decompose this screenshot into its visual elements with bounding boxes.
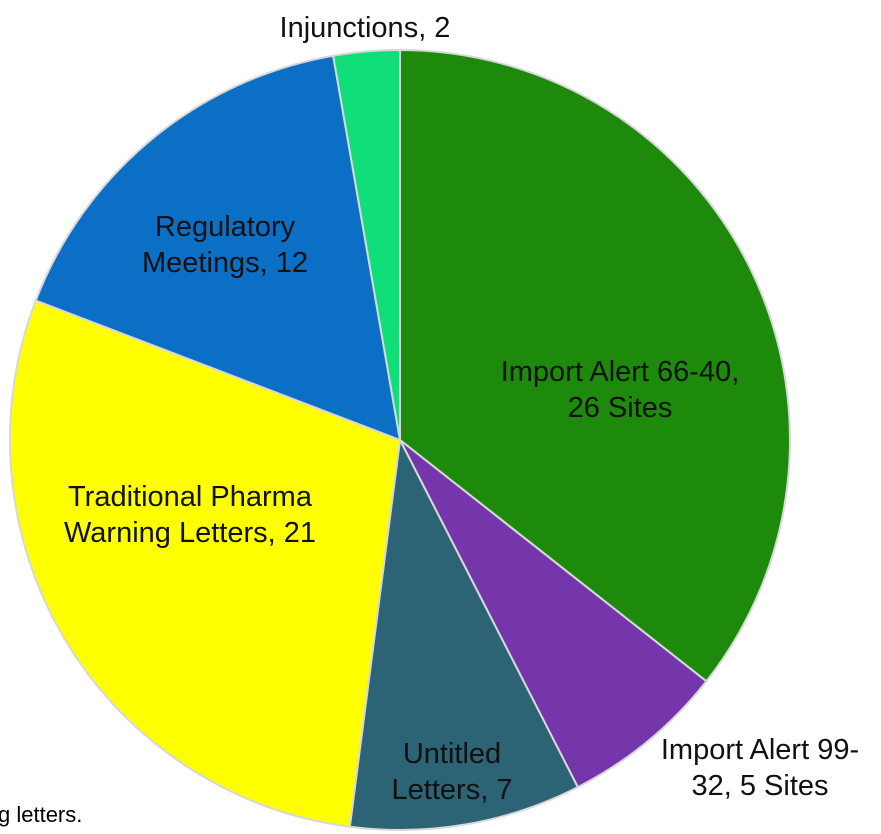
data-label: Injunctions, 2 bbox=[279, 12, 451, 44]
pie-slice bbox=[348, 436, 580, 831]
data-label: Import Alert 66-40, 26 Sites bbox=[500, 356, 740, 424]
footnote: g letters. bbox=[0, 802, 83, 827]
data-label: Regulatory Meetings, 12 bbox=[141, 211, 309, 279]
data-label: Untitled Letters, 7 bbox=[391, 738, 513, 806]
pie-slice bbox=[332, 48, 401, 441]
data-label: Import Alert 99-32, 5 Sites bbox=[660, 734, 860, 802]
pie-slice bbox=[34, 54, 402, 442]
pie-slice bbox=[399, 48, 791, 683]
pie-slice bbox=[9, 299, 402, 828]
data-label: Traditional Pharma Warning Letters, 21 bbox=[64, 481, 316, 549]
pie-slice bbox=[399, 439, 708, 789]
